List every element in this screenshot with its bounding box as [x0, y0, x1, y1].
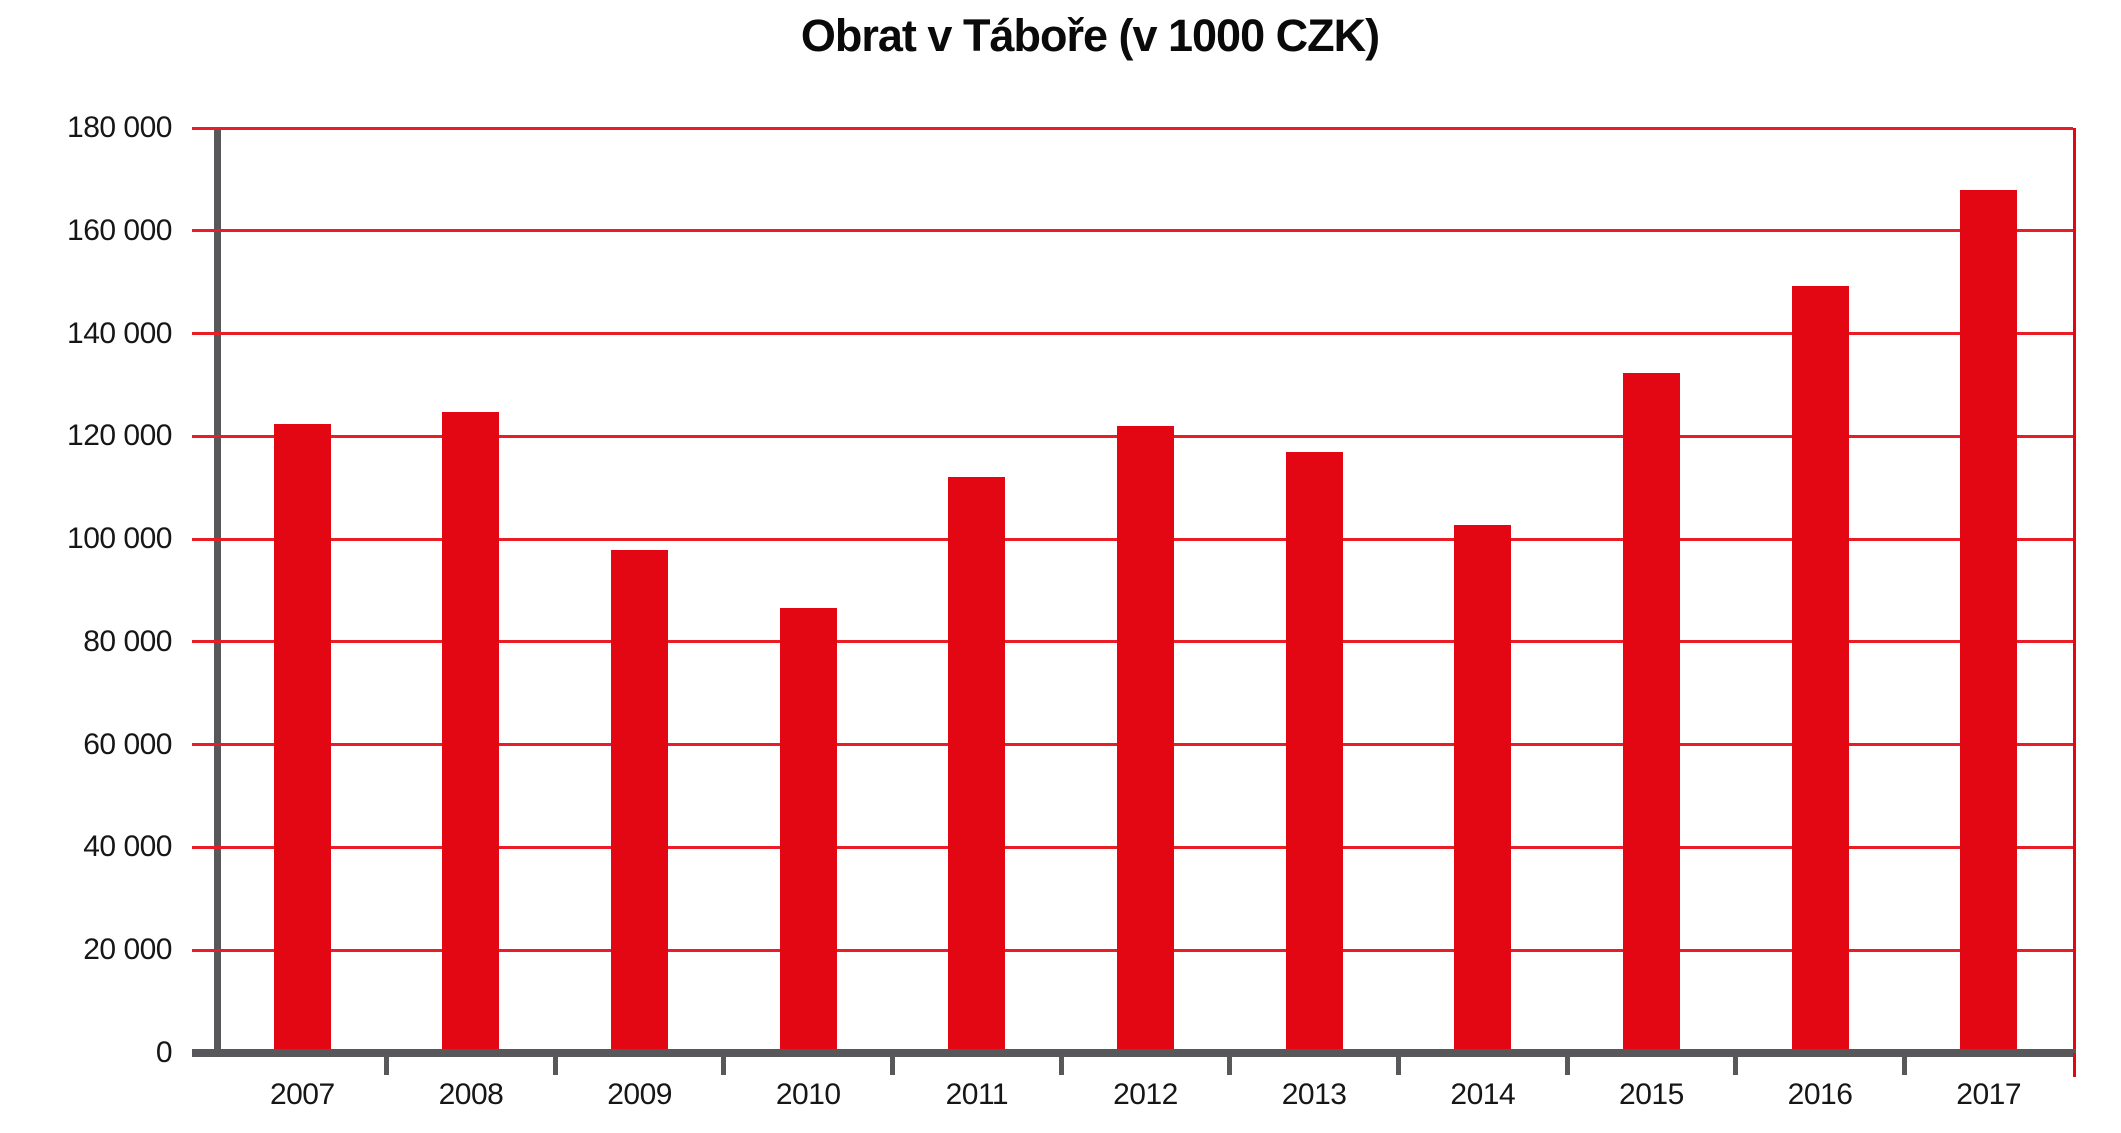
- y-tick-label-60000: 60 000: [83, 727, 172, 761]
- x-axis-tick-3: [721, 1053, 727, 1075]
- x-tick-label-2007: 2007: [269, 1078, 335, 1111]
- y-tick-label-0: 0: [155, 1036, 173, 1069]
- y-tick-label-80000: 80 000: [83, 624, 172, 658]
- bar-2015: [1622, 373, 1680, 1053]
- y-tick-label-160000: 160 000: [67, 213, 172, 247]
- x-tick-label-2012: 2012: [1113, 1078, 1178, 1111]
- bar-2013: [1285, 452, 1343, 1053]
- x-tick-label-2015: 2015: [1619, 1078, 1684, 1111]
- y-axis-line: [214, 130, 221, 1057]
- bar-2009: [611, 550, 669, 1053]
- x-axis-tick-1: [384, 1053, 390, 1075]
- y-tick-label-180000: 180 000: [67, 111, 172, 144]
- y-tick-label-140000: 140 000: [67, 316, 172, 350]
- x-tick-label-2017: 2017: [1956, 1078, 2022, 1111]
- bar-2016: [1791, 286, 1849, 1053]
- bar-2010: [779, 608, 837, 1053]
- x-tick-label-2009: 2009: [607, 1078, 672, 1111]
- x-axis-tick-10: [1901, 1053, 1907, 1075]
- x-tick-label-2013: 2013: [1281, 1078, 1347, 1111]
- x-tick-label-2014: 2014: [1450, 1078, 1516, 1111]
- x-axis-line: [192, 1049, 2076, 1057]
- x-tick-label-2008: 2008: [438, 1078, 504, 1111]
- bar-2012: [1117, 426, 1174, 1053]
- plot-area: [192, 126, 2076, 1077]
- x-axis-right-tick: [2073, 1053, 2076, 1077]
- chart-title: Obrat v Táboře (v 1000 CZK): [800, 10, 1380, 61]
- gridline-140000: [192, 332, 2073, 336]
- y-tick-label-40000: 40 000: [83, 830, 172, 864]
- x-tick-label-2011: 2011: [945, 1078, 1009, 1111]
- x-axis-tick-8: [1564, 1053, 1570, 1075]
- y-tick-label-100000: 100 000: [67, 522, 172, 556]
- x-tick-label-2010: 2010: [775, 1078, 841, 1111]
- bar-2017: [1960, 190, 2018, 1053]
- x-axis-tick-5: [1058, 1053, 1064, 1075]
- bar-2008: [442, 412, 500, 1053]
- x-axis-tick-7: [1395, 1053, 1401, 1075]
- x-tick-label-2016: 2016: [1787, 1078, 1853, 1111]
- bar-2007: [273, 424, 331, 1053]
- y-tick-label-20000: 20 000: [83, 933, 172, 967]
- bar-2011: [948, 477, 1006, 1053]
- x-axis-tick-4: [890, 1053, 896, 1075]
- bar-2014: [1454, 525, 1512, 1053]
- x-axis-tick-2: [552, 1053, 558, 1075]
- x-axis-tick-9: [1733, 1053, 1739, 1075]
- gridline-180000: [192, 126, 2073, 130]
- x-axis-tick-6: [1227, 1053, 1233, 1075]
- gridline-160000: [192, 229, 2073, 233]
- y-tick-label-120000: 120 000: [67, 419, 172, 453]
